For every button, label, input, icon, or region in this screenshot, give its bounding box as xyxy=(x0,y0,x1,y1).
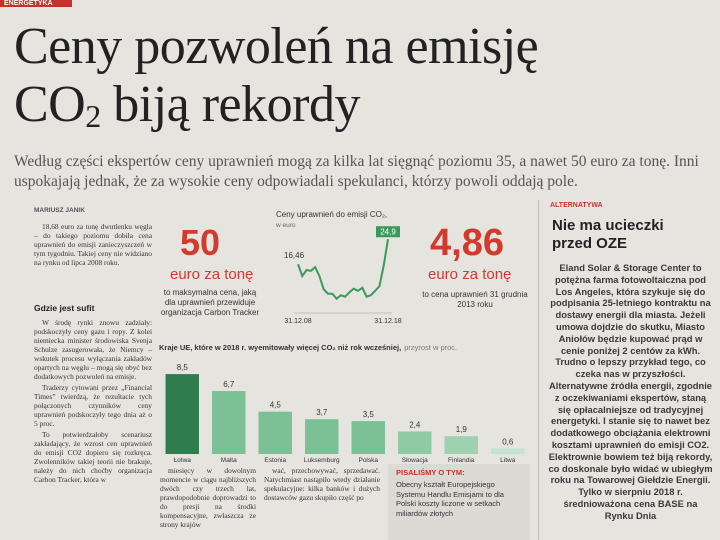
left-column: W środę rynki znowu zadziały: podskoczył… xyxy=(34,318,152,540)
label-box xyxy=(376,226,400,238)
subtitle-text: przyrost w proc. xyxy=(404,343,457,352)
sidebar-headline: Nie ma ucieczki przed OZE xyxy=(552,217,664,252)
value-label: 2,4 xyxy=(409,420,421,429)
bar xyxy=(212,391,246,454)
lead: Według części ekspertów ceny uprawnień m… xyxy=(14,153,699,190)
bar xyxy=(491,448,525,454)
value-label: 24,9 xyxy=(380,228,396,237)
x-tick-label: Malta xyxy=(221,457,237,464)
x-tick-label: Litwa xyxy=(500,457,516,464)
author: MARIUSZ JANIK xyxy=(34,207,85,214)
headline-sub: 2 xyxy=(85,98,101,134)
x-tick-label: Polska xyxy=(358,457,378,464)
stat-value: 4,86 xyxy=(430,222,504,264)
x-tick-label: Finlandia xyxy=(448,457,475,464)
headline: Ceny pozwoleń na emisję xyxy=(14,18,539,75)
value-label: 16,46 xyxy=(284,251,305,260)
x-tick-label: Słowacja xyxy=(402,457,428,464)
value-label: 0,6 xyxy=(502,437,514,446)
title-text: Kraje UE, które w 2018 r. wyemitowały wi… xyxy=(159,343,401,352)
stat-note: to maksymalna cena, jaką dla uprawnień p… xyxy=(160,288,260,317)
headline-part: CO xyxy=(14,76,86,133)
value-label: 3,7 xyxy=(316,408,328,417)
column-rule xyxy=(538,200,539,540)
bar xyxy=(351,421,385,454)
value-label: 8,5 xyxy=(177,363,189,372)
intro: 18,68 euro za tonę dwutlenku węgla – do … xyxy=(34,222,152,286)
bar xyxy=(258,411,292,454)
column: wać, przechowywać, sprzedawać. Natychmia… xyxy=(264,466,380,540)
headline-part: biją rekordy xyxy=(100,76,360,133)
paragraph: 18,68 euro za tonę dwutlenku węgla – do … xyxy=(34,222,152,267)
price-line xyxy=(297,239,389,300)
column: miesięcy w dowolnym momencie w ciągu naj… xyxy=(160,466,256,540)
bar-chart: Kraje UE, które w 2018 r. wyemitowały wi… xyxy=(159,343,525,464)
x-tick-label: Luksemburg xyxy=(304,457,340,464)
line-chart: Ceny uprawnień do emisji CO₂, w euro 16,46… xyxy=(275,210,402,325)
value-label: 3,5 xyxy=(363,410,375,419)
x-tick-label: Łotwa xyxy=(174,457,192,464)
x-tick-label: 31.12.18 xyxy=(374,318,401,325)
paragraph: To potwierdzałoby scenariusz zakładający… xyxy=(34,430,152,484)
related-box xyxy=(388,464,530,540)
paragraph: miesięcy w dowolnym momencie w ciągu naj… xyxy=(160,466,256,529)
paragraph: wać, przechowywać, sprzedawać. Natychmia… xyxy=(264,466,380,502)
value-label: 4,5 xyxy=(270,401,282,410)
sidebar-body: Eland Solar & Storage Center to potężna … xyxy=(548,262,713,521)
headline: CO2 biją rekordy xyxy=(14,78,360,143)
bar xyxy=(398,431,432,454)
paragraph: W środę rynki znowu zadziały: podskoczył… xyxy=(34,318,152,381)
stat-value: 50 xyxy=(180,222,221,263)
x-tick-label: 31.12.08 xyxy=(284,318,311,325)
related-text: Obecny kształt Europejskiego Systemu Han… xyxy=(396,480,504,518)
section-label: ENERGETYKA xyxy=(0,0,72,7)
bar xyxy=(165,374,199,454)
subhead: Gdzie jest sufit xyxy=(34,303,95,313)
chart-title: Kraje UE, które w 2018 r. wyemitowały wi… xyxy=(159,343,457,352)
chart-title: Ceny uprawnień do emisji CO₂, xyxy=(276,210,387,219)
bar xyxy=(444,436,478,454)
bar xyxy=(305,419,339,454)
paragraph: Traderzy cytowani przez „Financial Times… xyxy=(34,383,152,428)
sidebar-label: ALTERNATYWA xyxy=(550,202,603,209)
value-label: 1,9 xyxy=(456,425,468,434)
stat-unit: euro za tonę xyxy=(170,266,254,283)
stat-note: to cena uprawnień 31 grudnia 2013 roku xyxy=(422,290,528,309)
x-tick-label: Estonia xyxy=(264,457,286,464)
chart-subtitle: w euro xyxy=(275,222,296,229)
stat-unit: euro za tonę xyxy=(428,266,512,283)
value-label: 6,7 xyxy=(223,380,235,389)
related-label: PISALIŚMY O TYM: xyxy=(396,468,465,477)
